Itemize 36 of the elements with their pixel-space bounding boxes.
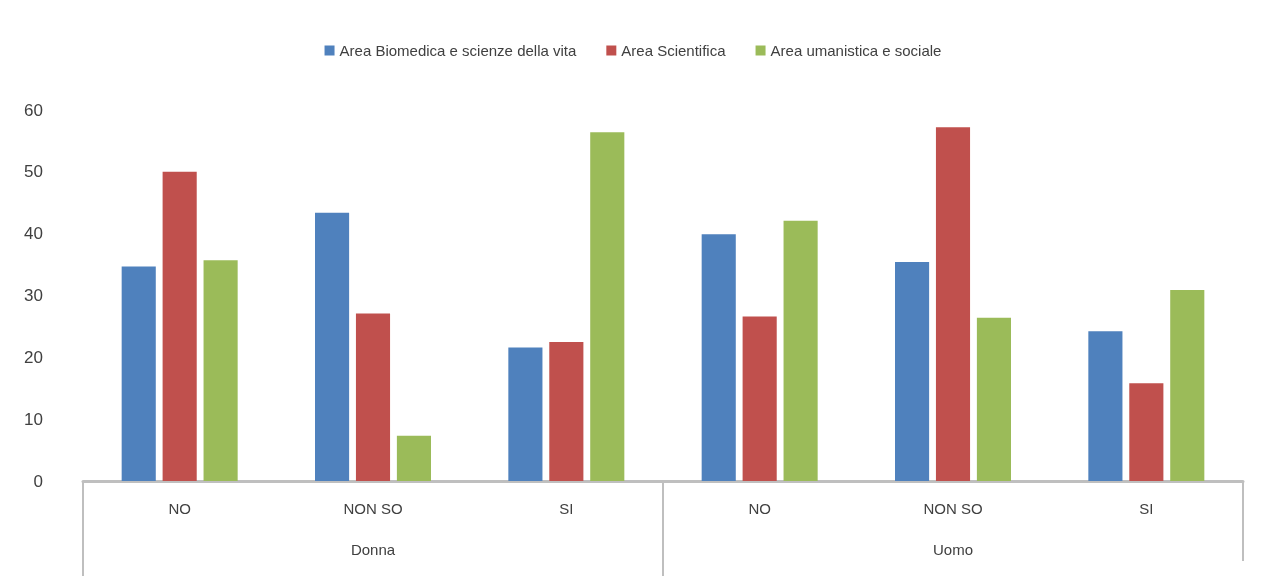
legend-label: Area Scientifica	[621, 42, 727, 59]
bar	[895, 262, 930, 481]
bar	[590, 132, 625, 481]
x-tick-label: NON SO	[923, 500, 983, 517]
bar	[783, 220, 818, 481]
bar	[355, 313, 391, 481]
bar	[742, 316, 777, 481]
text: Donna	[350, 540, 396, 558]
legend-label: Area umanistica e sociale	[770, 42, 942, 59]
y-tick-label: 30	[24, 286, 43, 305]
bar	[121, 266, 156, 481]
bar	[935, 127, 971, 481]
bar	[1170, 289, 1205, 481]
bar	[1088, 331, 1123, 481]
y-tick-label: 50	[24, 162, 43, 182]
text: Uomo	[932, 540, 974, 558]
bar	[396, 435, 431, 481]
bar	[203, 260, 238, 481]
x-tick-label: NO	[748, 500, 771, 517]
y-tick-label: 20	[24, 347, 43, 367]
y-tick-label: 40	[24, 224, 43, 244]
x-tick-label: NON SO	[343, 500, 403, 517]
bar	[315, 212, 350, 481]
x-tick-label: SI	[1139, 500, 1154, 517]
y-tick-label: 10	[24, 409, 43, 429]
bar	[976, 317, 1011, 481]
bar	[162, 171, 197, 481]
bar	[549, 341, 584, 481]
bar	[701, 234, 736, 481]
bar	[508, 347, 543, 481]
y-tick-label: 60	[24, 100, 43, 120]
x-tick-label: SI	[559, 500, 574, 517]
y-tick-label: 0	[33, 471, 43, 491]
legend-label: Area Biomedica e scienze della vita	[339, 42, 577, 59]
bar	[1129, 383, 1164, 481]
x-tick-label: NO	[168, 500, 191, 517]
